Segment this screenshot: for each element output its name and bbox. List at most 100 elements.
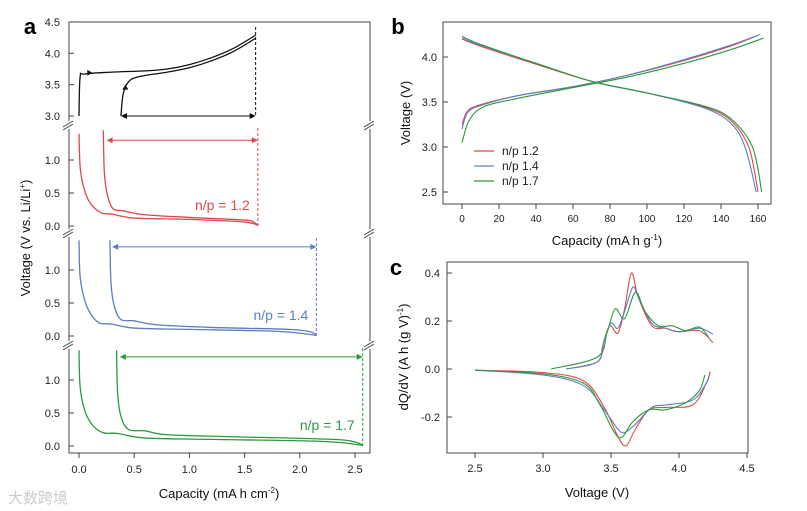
capacity-arrow-head-left bbox=[112, 243, 119, 250]
axis-break-icon bbox=[62, 343, 74, 351]
x-tick-label: 1.0 bbox=[182, 464, 197, 476]
curve-charge bbox=[461, 33, 761, 130]
dqdv-charge-curve bbox=[565, 272, 714, 370]
x-tick-label: 100 bbox=[639, 214, 656, 225]
axis-break-icon bbox=[62, 228, 74, 236]
direction-arrow-icon bbox=[87, 69, 93, 76]
panel-c-frame bbox=[446, 261, 749, 454]
axis-break-mask bbox=[363, 229, 377, 237]
capacity-arrow-head-right bbox=[356, 353, 363, 360]
axis-break-icon bbox=[363, 228, 375, 236]
y-tick-label: 0.4 bbox=[425, 268, 440, 280]
panel-a-frame bbox=[68, 21, 371, 454]
axis-break-icon bbox=[62, 123, 74, 131]
y-tick-label: 0.5 bbox=[45, 188, 60, 200]
legend-label: n/p 1.4 bbox=[502, 159, 539, 173]
capacity-arrow-head-right bbox=[249, 113, 256, 119]
y-tick-label: 1.0 bbox=[45, 155, 60, 167]
curve-cathode-0 bbox=[78, 34, 256, 117]
y-tick-label: 3.5 bbox=[45, 80, 60, 92]
x-tick-label: 2.5 bbox=[347, 464, 362, 476]
x-tick-label: 2.5 bbox=[467, 463, 482, 475]
axis-break-mask bbox=[363, 121, 377, 129]
y-tick-label: 0.2 bbox=[425, 316, 440, 328]
curve-n-p-1-4-0 bbox=[78, 240, 317, 336]
x-tick-label: 120 bbox=[676, 214, 693, 225]
y-tick-label: 3.5 bbox=[422, 97, 437, 109]
y-axis-label: dQ/dV (A h (g V)-1) bbox=[396, 304, 411, 411]
panel-b-frame bbox=[442, 21, 772, 205]
y-tick-label: 1.0 bbox=[45, 265, 60, 277]
curve-n-p-1-7-0 bbox=[78, 350, 363, 446]
x-tick-label: 80 bbox=[604, 214, 616, 225]
y-tick-label: -0.2 bbox=[421, 412, 440, 424]
curve-charge bbox=[461, 37, 764, 143]
legend-label: n/p 1.2 bbox=[502, 144, 539, 158]
x-tick-label: 40 bbox=[530, 214, 542, 225]
x-axis-label: Voltage (V) bbox=[565, 485, 629, 500]
curve-n-p-1-7-1 bbox=[115, 350, 364, 446]
np-ratio-annotation: n/p = 1.2 bbox=[195, 197, 250, 213]
watermark: 大数跨境 bbox=[8, 489, 69, 507]
axis-break-icon bbox=[363, 340, 375, 348]
y-tick-label: 0.5 bbox=[45, 408, 60, 420]
curve-n-p-1-2-0 bbox=[78, 133, 259, 226]
y-tick-label: 4.0 bbox=[45, 48, 60, 60]
y-axis-label: Voltage (V) bbox=[398, 81, 413, 145]
x-tick-label: 0.5 bbox=[127, 464, 142, 476]
panel-label-c: c bbox=[390, 255, 402, 280]
y-tick-label: 1.0 bbox=[45, 375, 60, 387]
axis-break-mask bbox=[62, 229, 76, 237]
y-tick-label: 4.5 bbox=[45, 17, 60, 29]
y-tick-label: 0.0 bbox=[45, 221, 60, 233]
axis-break-icon bbox=[363, 231, 375, 239]
x-tick-label: 0.0 bbox=[71, 464, 86, 476]
x-axis-label: Capacity (mA h cm-2) bbox=[159, 486, 280, 501]
y-tick-label: 2.5 bbox=[422, 187, 437, 199]
x-tick-label: 4.0 bbox=[671, 463, 686, 475]
curve-discharge bbox=[461, 35, 763, 193]
x-tick-label: 1.5 bbox=[237, 464, 252, 476]
y-tick-label: 4.0 bbox=[422, 52, 437, 64]
axis-break-icon bbox=[62, 231, 74, 239]
y-axis-label: Voltage (V vs. Li/Li+) bbox=[18, 180, 33, 297]
x-tick-label: 2.0 bbox=[292, 464, 307, 476]
y-tick-label: 0.0 bbox=[425, 364, 440, 376]
axis-break-mask bbox=[62, 121, 76, 129]
y-tick-label: 0.0 bbox=[45, 441, 60, 453]
y-tick-label: 3.0 bbox=[45, 111, 60, 123]
dqdv-discharge-curve bbox=[474, 369, 711, 447]
dqdv-discharge-curve bbox=[474, 369, 710, 434]
x-tick-label: 160 bbox=[750, 214, 767, 225]
axis-break-icon bbox=[62, 120, 74, 128]
x-tick-label: 3.5 bbox=[603, 463, 618, 475]
x-tick-label: 140 bbox=[713, 214, 730, 225]
x-tick-label: 3.0 bbox=[535, 463, 550, 475]
dqdv-discharge-curve bbox=[474, 369, 706, 439]
dqdv-charge-curve bbox=[565, 286, 714, 370]
x-tick-label: 0 bbox=[459, 214, 465, 225]
axis-break-icon bbox=[363, 343, 375, 351]
curve-n-p-1-4-1 bbox=[109, 240, 317, 336]
curve-n-p-1-2-1 bbox=[102, 130, 259, 226]
capacity-arrow-head-right bbox=[310, 243, 317, 250]
capacity-arrow-head-right bbox=[251, 137, 258, 144]
panel-label-a: a bbox=[24, 14, 37, 39]
x-tick-label: 4.5 bbox=[739, 463, 754, 475]
capacity-arrow-head-left bbox=[106, 137, 113, 144]
x-axis-label: Capacity (mA h g-1) bbox=[552, 233, 662, 248]
y-tick-label: 0.5 bbox=[45, 298, 60, 310]
axis-break-mask bbox=[363, 341, 377, 349]
panel-label-b: b bbox=[391, 14, 404, 39]
y-tick-label: 0.0 bbox=[45, 331, 60, 343]
curve-charge bbox=[461, 34, 759, 125]
np-ratio-annotation: n/p = 1.7 bbox=[300, 417, 355, 433]
curve-cathode-1 bbox=[120, 37, 256, 117]
legend-label: n/p 1.7 bbox=[502, 174, 539, 188]
x-tick-label: 20 bbox=[493, 214, 505, 225]
np-ratio-annotation: n/p = 1.4 bbox=[253, 307, 308, 323]
axis-break-icon bbox=[363, 120, 375, 128]
capacity-arrow-head-left bbox=[120, 113, 127, 119]
